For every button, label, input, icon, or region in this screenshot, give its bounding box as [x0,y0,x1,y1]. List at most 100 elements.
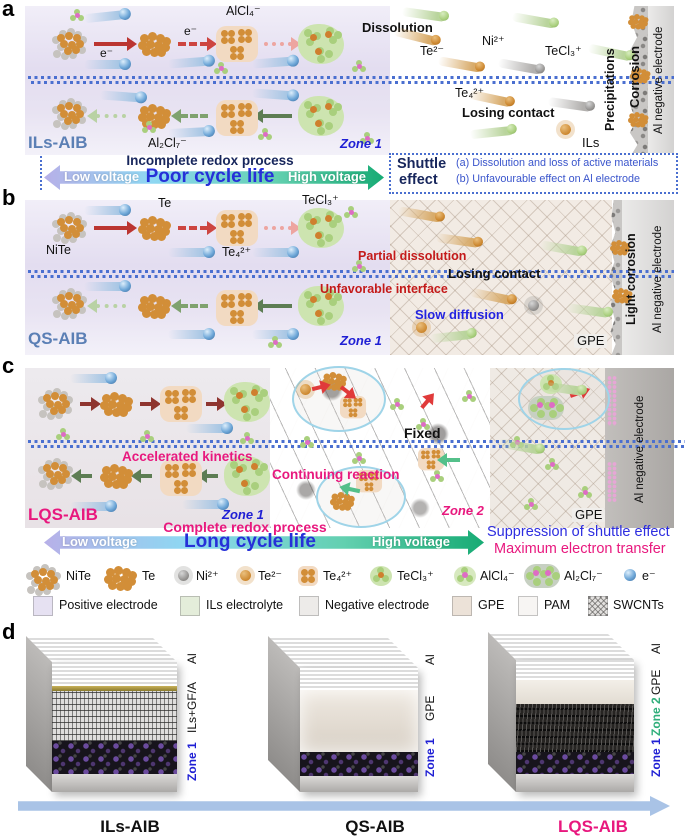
al-negative-electrode-label: Al negative electrode [652,225,664,333]
charge-arrow-icon [140,397,161,411]
te-cluster-icon [138,294,172,320]
electron-trail-icon [84,204,131,216]
panel-a-separator [28,76,674,84]
shuttle-item-a: (a) Dissolution and loss of active mater… [456,157,659,169]
corrosion-label: Corrosion [627,45,642,109]
discharge-arrow-icon [87,109,126,123]
legend-label: Te²⁻ [258,569,282,583]
al2cl7-molecule-icon [528,396,564,420]
shuttle-label: Shuttle [397,156,447,172]
positive-electrode-layer [52,741,177,774]
cell-side-face [26,636,52,792]
gfa-separator-layer [52,691,177,741]
precipitations-label: Precipitations [603,48,617,132]
positive-electrode-swatch [33,596,53,616]
electron-label: e⁻ [184,24,198,38]
evolution-arrow [18,796,670,816]
tecl3-cluster-icon [298,24,344,64]
alcl4-ion-icon [258,128,273,141]
alcl4-ion-icon [524,498,539,511]
gpe-label: GPE [574,334,608,348]
partial-dissolution-label: Partial dissolution [358,249,467,263]
base-layer [52,774,177,792]
te4-icon [298,566,318,586]
charge-arrow-icon [264,221,301,235]
maximum-transfer-label: Maximum electron transfer [494,541,666,557]
discharge-arrow-icon [171,299,208,313]
dotted-divider [40,156,42,190]
te-ion-icon [416,322,427,333]
positive-electrode-layer [300,752,418,776]
cycle-life-label: Poor cycle life [145,166,275,187]
battery-name: ILs-AIB [28,133,88,152]
electron-label: e⁻ [100,46,114,60]
charge-arrow-icon [178,221,217,235]
alcl4-ion-icon [578,486,593,499]
zoom-inset-charge [292,366,386,432]
te-ion-icon [560,124,571,135]
discharge-arrow-icon [197,469,218,483]
tecl3-cluster-icon [298,96,344,136]
tecl3-icon [370,566,392,586]
legend-label: Negative electrode [325,598,430,612]
redox-process-label: Incomplete redox process [126,153,294,168]
te4-cluster-icon [356,470,383,493]
battery-name: LQS-AIB [28,505,98,524]
precipitate-icon [630,68,651,84]
charge-arrow-icon [264,37,301,51]
redox-process-label: Complete redox process [163,519,327,535]
zone1-layer-label: Zone 1 [423,738,437,778]
panel-d-letter: d [2,619,16,644]
light-corrosion-label: Light corrosion [624,233,638,325]
alcl4-ion-icon [240,432,255,445]
discharge-arrow-icon [171,109,208,123]
electron-trail-icon [168,246,215,258]
shuttle-item-b: (b) Unfavourable effect on Al electrode [456,173,641,185]
electron-trail-icon [252,246,299,258]
ils-electrolyte-swatch [180,596,200,616]
al-layer [516,660,634,680]
zone1-label: Zone 1 [222,507,264,522]
alcl4-label: AlCl₄⁻ [226,4,261,18]
alcl4-ion-icon [352,260,367,273]
cell-side-face [488,632,516,792]
ni2-label: Ni²⁺ [482,34,505,48]
legend-label: Ni²⁺ [196,569,219,583]
electron-icon [624,569,636,581]
negative-electrode-swatch [299,596,319,616]
te2-label: Te²⁻ [420,44,444,58]
al-layer-label: Al [649,643,663,655]
low-voltage-label: Low voltage [64,169,140,184]
tecl3-label: TeCl₃⁺ [302,193,339,207]
panel-b-separator [28,270,674,278]
alcl4-ion-icon [300,436,315,449]
legend-label: Te [142,569,156,583]
discharge-arrow-icon [71,469,92,483]
tecl3-cluster-icon [298,286,344,326]
base-layer [516,774,634,792]
ils-label: ILs [582,135,600,150]
te-ion-icon [240,570,251,581]
alcl4-ion-icon [462,390,477,403]
zone1-label: Zone 1 [340,136,382,151]
effect-label: effect [399,172,438,188]
electron-trail-icon [70,500,117,512]
losing-contact-label: Losing contact [462,105,555,120]
alcl4-ion-icon [142,121,157,134]
te-cluster-icon [104,566,138,592]
continuing-reaction-label: Continuing reaction [272,467,400,482]
alcl4-ion-icon [360,132,375,145]
al-negative-electrode-label: Al negative electrode [634,395,646,503]
al2cl7-icon [524,564,560,588]
ils-layer [52,686,177,691]
precipitate-icon [610,240,631,256]
te4-cluster-icon [340,396,367,419]
al-layer-label: Al [423,654,437,666]
footer-qs-aib-label: QS-AIB [345,817,405,836]
charge-arrow-icon [94,37,137,51]
te4-cluster-icon [216,210,258,246]
cell-front-face [52,662,177,792]
te-cluster-icon [138,32,172,58]
cell-front-face [300,668,418,792]
al-negative-electrode-label: Al negative electrode [653,26,665,135]
